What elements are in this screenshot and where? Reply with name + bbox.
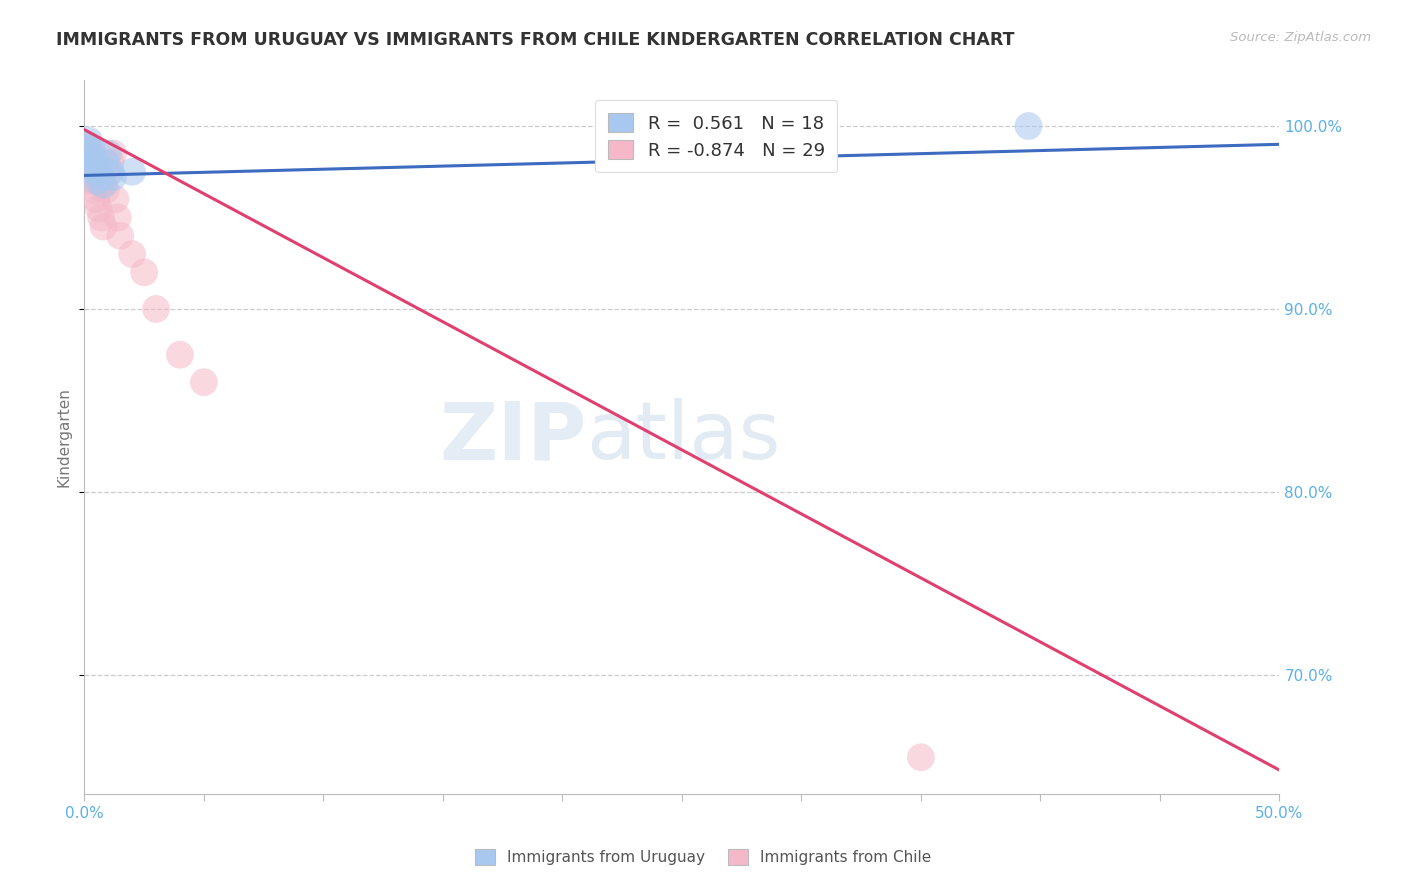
Text: Source: ZipAtlas.com: Source: ZipAtlas.com [1230, 31, 1371, 45]
Point [86, 159, 108, 173]
Point [93, 178, 115, 192]
Point [97, 165, 120, 179]
Point [83, 183, 105, 197]
Point [86, 174, 108, 188]
Point [104, 192, 127, 206]
Legend: R =  0.561   N = 18, R = -0.874   N = 29: R = 0.561 N = 18, R = -0.874 N = 29 [595, 100, 838, 172]
Point [910, 750, 932, 764]
Point [83, 152, 105, 166]
Point [100, 155, 122, 169]
Point [90, 211, 112, 225]
Point [121, 247, 143, 261]
Point [80, 141, 103, 155]
Y-axis label: Kindergarten: Kindergarten [56, 387, 72, 487]
Point [121, 165, 143, 179]
Point [76, 137, 98, 152]
Point [80, 174, 103, 188]
Point [87, 165, 110, 179]
Point [94, 183, 117, 197]
Point [76, 137, 98, 152]
Point [107, 211, 129, 225]
Point [93, 219, 115, 234]
Point [101, 146, 124, 161]
Point [97, 146, 120, 161]
Point [132, 265, 156, 279]
Point [76, 165, 98, 179]
Point [90, 174, 112, 188]
Point [90, 170, 112, 185]
Text: IMMIGRANTS FROM URUGUAY VS IMMIGRANTS FROM CHILE KINDERGARTEN CORRELATION CHART: IMMIGRANTS FROM URUGUAY VS IMMIGRANTS FR… [56, 31, 1015, 49]
Point [83, 152, 105, 166]
Point [77, 141, 100, 155]
Point [193, 375, 215, 389]
Point [86, 155, 108, 169]
Point [93, 178, 115, 192]
Point [169, 348, 191, 362]
Point [101, 170, 124, 185]
Text: ZIP: ZIP [439, 398, 586, 476]
Point [110, 228, 132, 243]
Point [100, 165, 122, 179]
Point [94, 155, 117, 169]
Legend: Immigrants from Uruguay, Immigrants from Chile: Immigrants from Uruguay, Immigrants from… [468, 843, 938, 871]
Point [80, 146, 103, 161]
Point [87, 165, 110, 179]
Point [145, 301, 167, 316]
Point [87, 202, 110, 216]
Point [77, 146, 100, 161]
Point [77, 170, 100, 185]
Text: atlas: atlas [586, 398, 780, 476]
Point [86, 192, 108, 206]
Point [1018, 119, 1040, 133]
Point [80, 159, 103, 173]
Point [77, 134, 100, 148]
Point [83, 165, 105, 179]
